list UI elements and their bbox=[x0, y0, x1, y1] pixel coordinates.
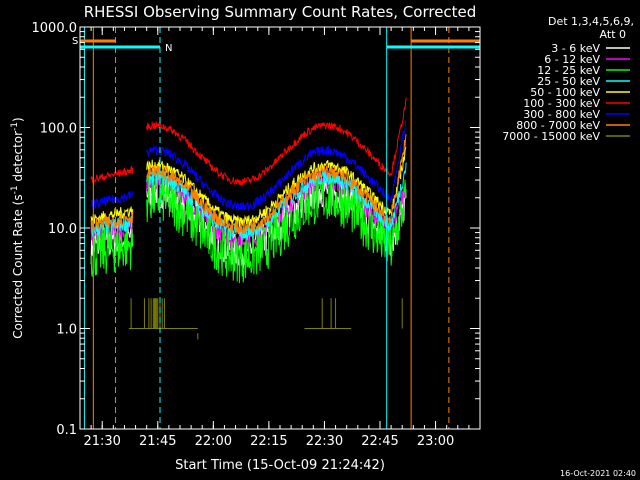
legend-entry-label: 7000 - 15000 keV bbox=[502, 130, 600, 143]
chart-title: RHESSI Observing Summary Count Rates, Co… bbox=[84, 3, 477, 21]
legend-entry-label: 300 - 800 keV bbox=[523, 108, 600, 121]
x-tick-label: 22:30 bbox=[306, 434, 343, 449]
legend-entry-label: 3 - 6 keV bbox=[551, 42, 600, 55]
series-line bbox=[90, 97, 407, 186]
night-marker-label: N bbox=[165, 43, 172, 54]
y-axis-label: Corrected Count Rate (s-1 detector-1) bbox=[10, 117, 25, 338]
legend-header-line-1: Det 1,3,4,5,6,9, bbox=[548, 15, 634, 28]
x-tick-label: 21:30 bbox=[83, 434, 120, 449]
y-tick-label: 10.0 bbox=[48, 222, 77, 237]
x-tick-label: 22:45 bbox=[361, 434, 398, 449]
legend-entry-label: 6 - 12 keV bbox=[544, 53, 600, 66]
series-layer bbox=[90, 97, 407, 340]
y-tick-label: 1000.0 bbox=[32, 21, 78, 36]
series-line bbox=[90, 134, 407, 235]
legend-entry-label: 100 - 300 keV bbox=[523, 97, 600, 110]
x-axis-label: Start Time (15-Oct-09 21:24:42) bbox=[175, 458, 385, 473]
y-tick-label: 0.1 bbox=[56, 423, 77, 438]
footer-date: 16-Oct-2021 02:40 bbox=[560, 469, 636, 478]
saa-marker-label: S bbox=[72, 36, 78, 47]
legend-entry-label: 12 - 25 keV bbox=[537, 64, 600, 77]
x-tick-label: 23:00 bbox=[417, 434, 454, 449]
series-line bbox=[90, 162, 407, 240]
legend-entry-label: 800 - 7000 keV bbox=[516, 119, 600, 132]
y-tick-label: 1.0 bbox=[56, 323, 77, 338]
legend-entry-label: 25 - 50 keV bbox=[537, 75, 600, 88]
x-tick-label: 21:45 bbox=[139, 434, 176, 449]
legend-header-line-2: Att 0 bbox=[600, 28, 626, 41]
series-spikes bbox=[128, 298, 403, 340]
tick-layer: 21:30 21:45 22:00 22:15 22:30 22:45 23:00 0.1 1.… bbox=[32, 21, 480, 449]
series-line bbox=[90, 173, 407, 284]
legend-entry-label: 50 - 100 keV bbox=[530, 86, 600, 99]
series-line bbox=[90, 120, 407, 211]
x-tick-label: 22:00 bbox=[195, 434, 232, 449]
x-tick-label: 22:15 bbox=[250, 434, 287, 449]
y-tick-label: 100.0 bbox=[40, 122, 77, 137]
